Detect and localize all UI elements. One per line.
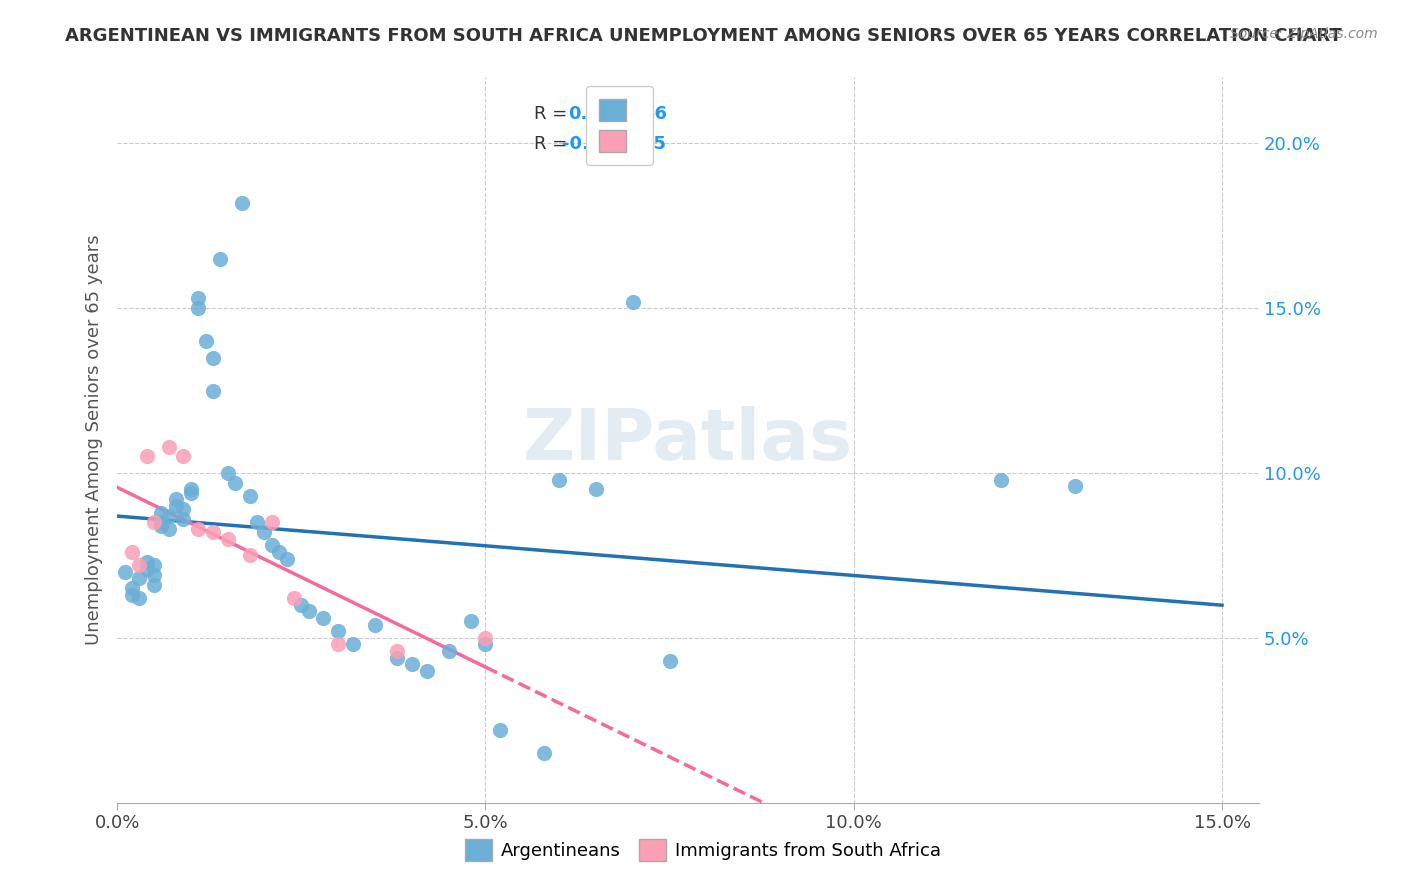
Point — [172, 512, 194, 526]
Point — [260, 539, 283, 553]
Point — [121, 588, 143, 602]
Point — [201, 351, 224, 365]
Point — [165, 499, 187, 513]
Point — [585, 483, 607, 497]
Point — [489, 723, 512, 737]
Point — [415, 664, 437, 678]
Point — [990, 473, 1012, 487]
Point — [460, 615, 482, 629]
Point — [401, 657, 423, 672]
Point — [364, 617, 387, 632]
Point — [385, 644, 408, 658]
Legend: Argentineans, Immigrants from South Africa: Argentineans, Immigrants from South Afri… — [453, 827, 953, 874]
Point — [157, 508, 180, 523]
Point — [128, 591, 150, 606]
Text: ZIPatlas: ZIPatlas — [523, 406, 853, 475]
Point — [135, 555, 157, 569]
Point — [143, 516, 166, 530]
Point — [187, 291, 209, 305]
Point — [474, 637, 496, 651]
Point — [135, 561, 157, 575]
Point — [342, 637, 364, 651]
Point — [180, 485, 202, 500]
Point — [224, 475, 246, 490]
Point — [157, 522, 180, 536]
Point — [621, 294, 644, 309]
Point — [121, 582, 143, 596]
Point — [143, 578, 166, 592]
Point — [150, 506, 173, 520]
Point — [128, 558, 150, 573]
Point — [658, 654, 681, 668]
Point — [253, 525, 276, 540]
Text: 15: 15 — [643, 136, 668, 153]
Point — [194, 334, 217, 348]
Y-axis label: Unemployment Among Seniors over 65 years: Unemployment Among Seniors over 65 years — [86, 235, 103, 645]
Legend: , : , — [586, 87, 652, 165]
Text: N =: N = — [614, 105, 648, 123]
Text: Source: ZipAtlas.com: Source: ZipAtlas.com — [1230, 27, 1378, 41]
Point — [328, 624, 350, 639]
Point — [239, 489, 262, 503]
Point — [217, 532, 239, 546]
Text: 0.196: 0.196 — [568, 105, 626, 123]
Point — [201, 384, 224, 398]
Text: N =: N = — [614, 136, 648, 153]
Text: 56: 56 — [643, 105, 668, 123]
Point — [385, 650, 408, 665]
Point — [269, 545, 291, 559]
Point — [437, 644, 460, 658]
Point — [187, 301, 209, 315]
Point — [201, 525, 224, 540]
Point — [283, 591, 305, 606]
Point — [165, 492, 187, 507]
Text: R =: R = — [534, 105, 567, 123]
Point — [290, 598, 312, 612]
Point — [298, 604, 321, 618]
Point — [157, 440, 180, 454]
Point — [128, 571, 150, 585]
Point — [548, 473, 571, 487]
Point — [143, 568, 166, 582]
Text: -0.120: -0.120 — [562, 136, 627, 153]
Point — [474, 631, 496, 645]
Point — [150, 518, 173, 533]
Point — [239, 549, 262, 563]
Point — [121, 545, 143, 559]
Point — [246, 516, 269, 530]
Point — [533, 746, 555, 760]
Text: R =: R = — [534, 136, 567, 153]
Point — [231, 195, 253, 210]
Point — [180, 483, 202, 497]
Point — [1063, 479, 1085, 493]
Point — [114, 565, 136, 579]
Point — [187, 522, 209, 536]
Point — [276, 551, 298, 566]
Point — [143, 558, 166, 573]
Point — [209, 252, 232, 266]
Point — [217, 466, 239, 480]
Point — [260, 516, 283, 530]
Point — [135, 450, 157, 464]
Point — [172, 502, 194, 516]
Point — [150, 516, 173, 530]
Point — [328, 637, 350, 651]
Point — [312, 611, 335, 625]
Point — [172, 450, 194, 464]
Text: ARGENTINEAN VS IMMIGRANTS FROM SOUTH AFRICA UNEMPLOYMENT AMONG SENIORS OVER 65 Y: ARGENTINEAN VS IMMIGRANTS FROM SOUTH AFR… — [65, 27, 1341, 45]
